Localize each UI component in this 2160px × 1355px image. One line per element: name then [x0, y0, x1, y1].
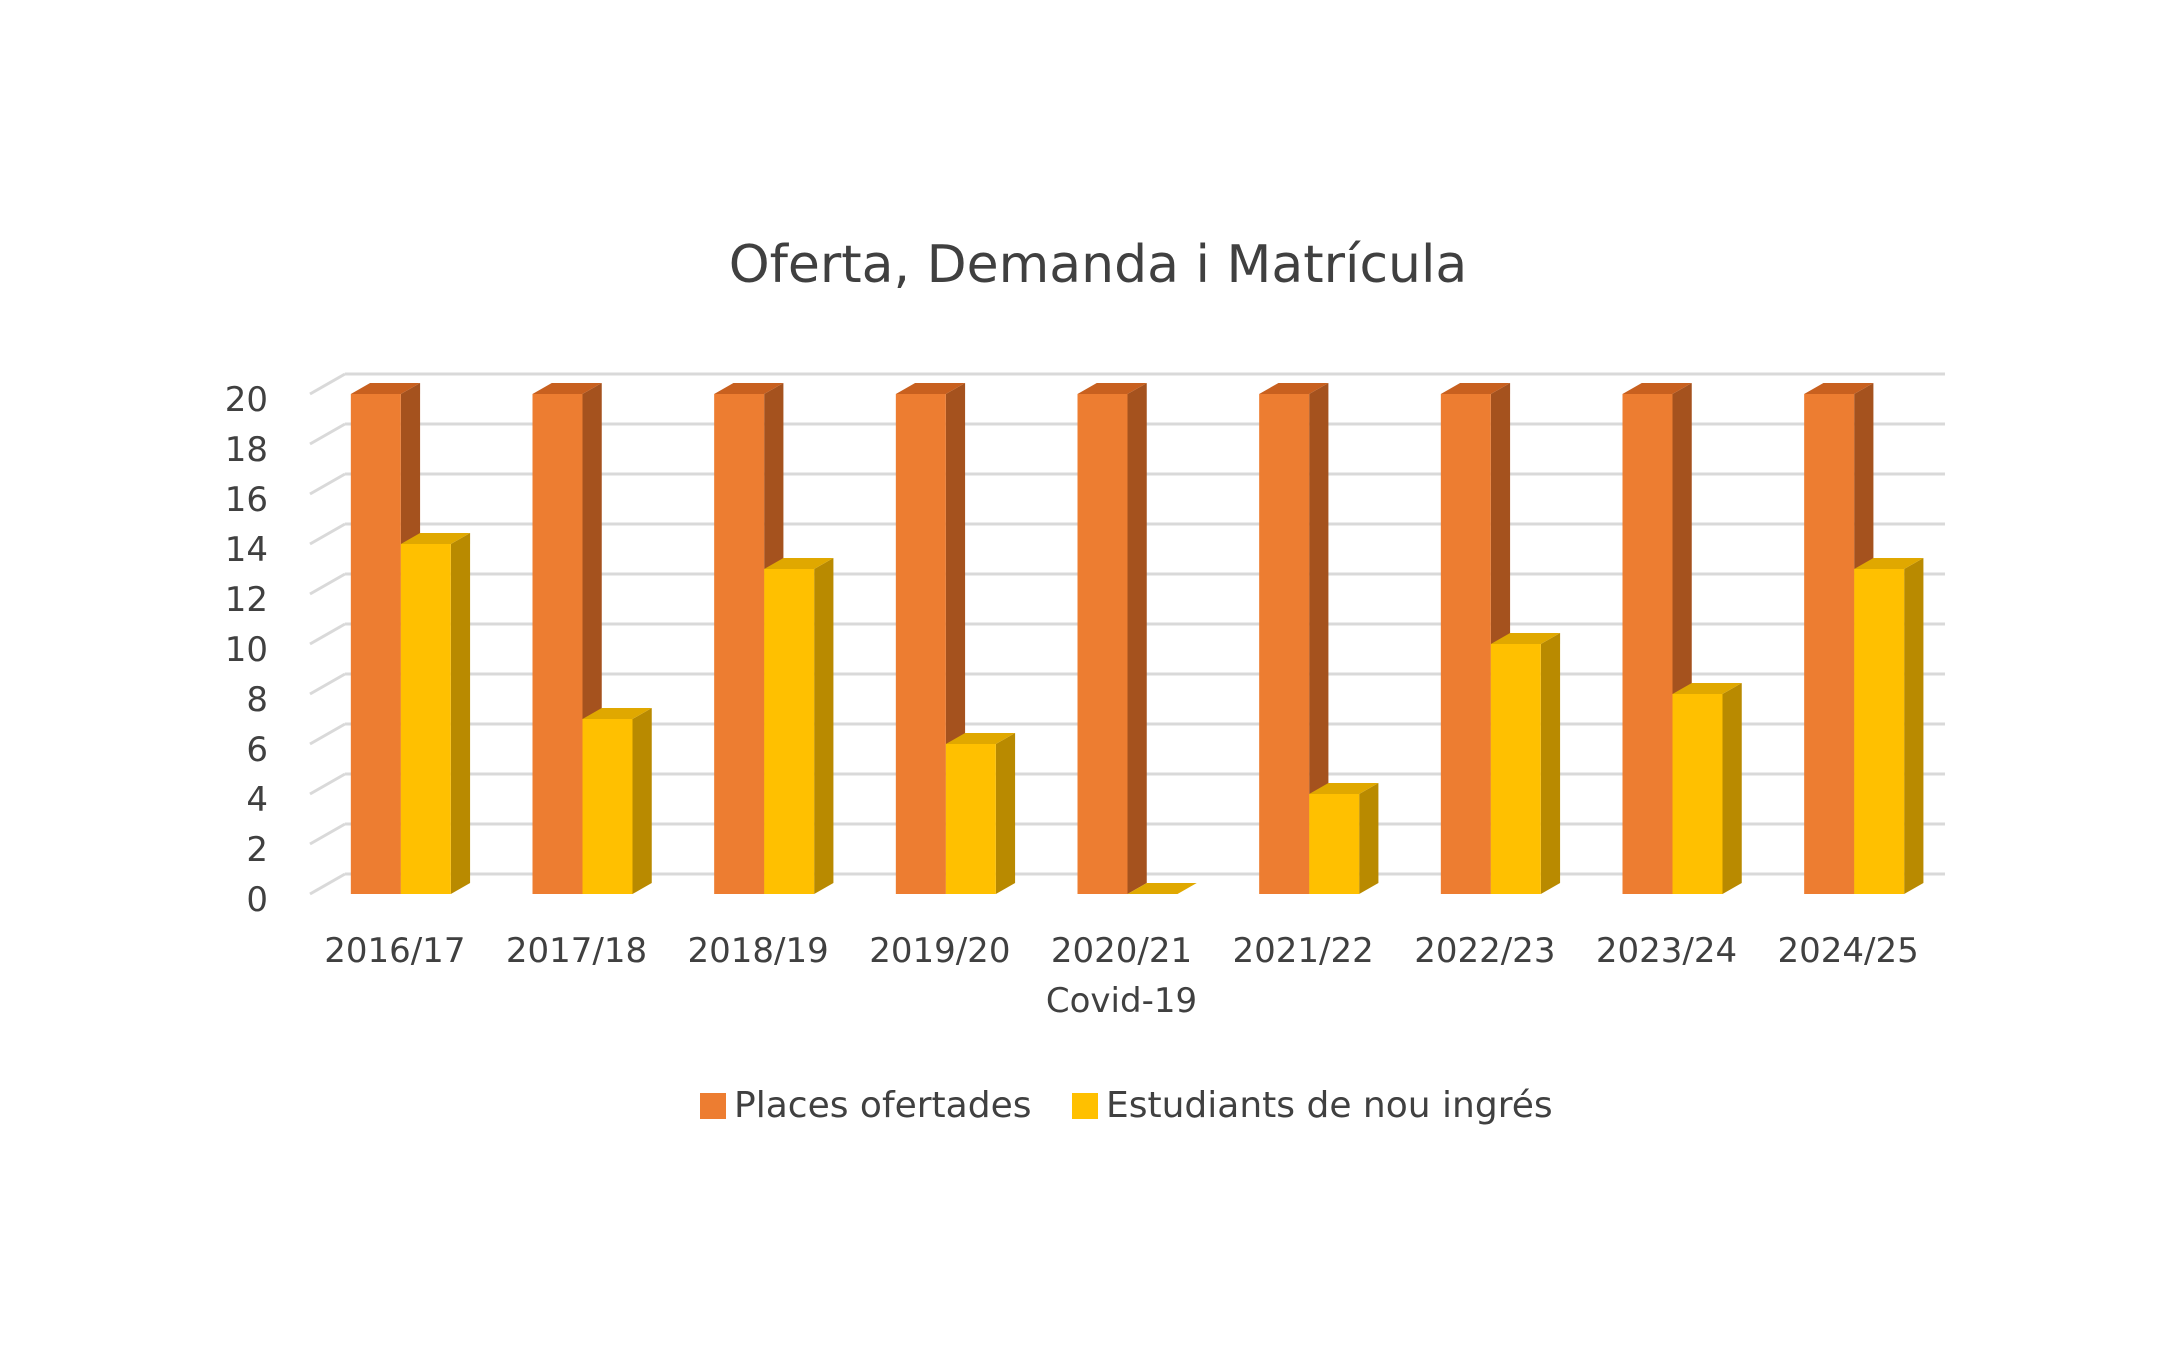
bar-top — [764, 558, 834, 569]
bar-front — [582, 719, 633, 894]
y-tick-label: 2 — [246, 830, 268, 870]
gridline-slant — [309, 622, 346, 646]
bar-places-ofertades — [1259, 383, 1329, 894]
x-tick-label: 2022/23 — [1414, 931, 1555, 971]
y-axis-ticks: 0 2 4 6 8 10 12 14 16 18 20 — [225, 380, 268, 920]
x-tick-label: 2021/22 — [1233, 931, 1374, 971]
bar-front — [945, 744, 996, 894]
bar-side — [814, 558, 834, 894]
legend: Places ofertades Estudiants de nou ingrés — [700, 1085, 1553, 1126]
y-tick-label: 12 — [225, 580, 268, 620]
bar-front — [1490, 644, 1541, 894]
bar-top — [1672, 683, 1742, 694]
bar-top — [1309, 783, 1379, 794]
bar-front — [532, 394, 583, 894]
bar-top — [1259, 383, 1329, 394]
bar-front — [764, 569, 815, 894]
bar-front — [1440, 394, 1491, 894]
y-tick-label: 18 — [225, 430, 268, 470]
bar-top — [895, 383, 966, 394]
legend-swatch — [700, 1093, 726, 1119]
bar-front — [1804, 394, 1855, 894]
bar-front — [1259, 394, 1310, 894]
bar-front — [1854, 569, 1905, 894]
bars — [350, 383, 1924, 894]
legend-label: Estudiants de nou ingrés — [1106, 1085, 1553, 1126]
y-tick-label: 8 — [246, 680, 268, 720]
gridline-slant — [309, 472, 346, 496]
bar-estudiants-nou-ingres — [945, 733, 1016, 894]
x-tick-label: 2020/21 — [1051, 931, 1192, 971]
y-tick-label: 14 — [225, 530, 268, 570]
bar-estudiants-nou-ingres — [1672, 683, 1742, 894]
bar-top — [400, 533, 471, 544]
gridline-slant — [309, 422, 346, 446]
bar-front — [714, 394, 765, 894]
bar-places-ofertades — [1077, 383, 1147, 894]
bar-top — [714, 383, 784, 394]
bar-top — [582, 708, 652, 719]
bar-side — [1309, 383, 1329, 894]
bar-front — [1309, 794, 1360, 894]
y-tick-label: 6 — [246, 730, 268, 770]
bar-estudiants-nou-ingres — [582, 708, 652, 894]
bar-side — [1359, 783, 1379, 894]
bar-top — [945, 733, 1016, 744]
bar-side — [450, 533, 471, 894]
legend-swatch — [1072, 1093, 1098, 1119]
bar-front — [1077, 394, 1128, 894]
y-tick-label: 16 — [225, 480, 268, 520]
bar-estudiants-nou-ingres — [400, 533, 471, 894]
x-tick-label: 2018/19 — [688, 931, 829, 971]
bar-side — [995, 733, 1016, 894]
y-tick-label: 10 — [225, 630, 268, 670]
legend-label: Places ofertades — [734, 1085, 1032, 1126]
bar-front — [1672, 694, 1723, 894]
bar-side — [1127, 383, 1147, 894]
bar-top — [1622, 383, 1692, 394]
bar-front — [400, 544, 451, 894]
bar-top — [532, 383, 602, 394]
bar-front — [350, 394, 401, 894]
gridline-slant — [309, 772, 346, 796]
gridline-slant — [309, 572, 346, 596]
bar-estudiants-nou-ingres — [1309, 783, 1379, 894]
bar-front — [895, 394, 946, 894]
bar-top — [1077, 383, 1147, 394]
gridline-slant — [309, 872, 346, 896]
chart-title: Oferta, Demanda i Matrícula — [729, 235, 1468, 295]
bar-top — [350, 383, 421, 394]
gridline-slant — [309, 372, 346, 396]
gridline-slant — [309, 672, 346, 696]
bar-top — [1440, 383, 1511, 394]
bar-side — [632, 708, 652, 894]
x-tick-label: 2017/18 — [506, 931, 647, 971]
y-tick-label: 4 — [246, 780, 268, 820]
bar-estudiants-nou-ingres — [1127, 883, 1197, 894]
gridline-slant — [309, 722, 346, 746]
bar-estudiants-nou-ingres — [1490, 633, 1561, 894]
gridline-slant — [309, 822, 346, 846]
x-tick-label: 2016/17 — [324, 931, 465, 971]
bar-side — [1540, 633, 1561, 894]
bar-top — [1490, 633, 1561, 644]
gridline-slant — [309, 522, 346, 546]
bar-side — [1722, 683, 1742, 894]
bar-top — [1127, 883, 1197, 894]
x-tick-label: 2023/24 — [1596, 931, 1737, 971]
y-tick-label: 20 — [225, 380, 268, 420]
bar-side — [1904, 558, 1924, 894]
bar-top — [1854, 558, 1924, 569]
bar-front — [1622, 394, 1673, 894]
bar-estudiants-nou-ingres — [1854, 558, 1924, 894]
x-tick-label: Covid-19 — [1046, 981, 1197, 1021]
bar-estudiants-nou-ingres — [764, 558, 834, 894]
x-tick-label: 2019/20 — [869, 931, 1010, 971]
x-tick-label: 2024/25 — [1778, 931, 1919, 971]
y-tick-label: 0 — [246, 880, 268, 920]
bar-top — [1804, 383, 1874, 394]
x-axis-ticks: 2016/17 2017/18 2018/19 2019/20 2020/21 Covid… — [324, 931, 1919, 1021]
